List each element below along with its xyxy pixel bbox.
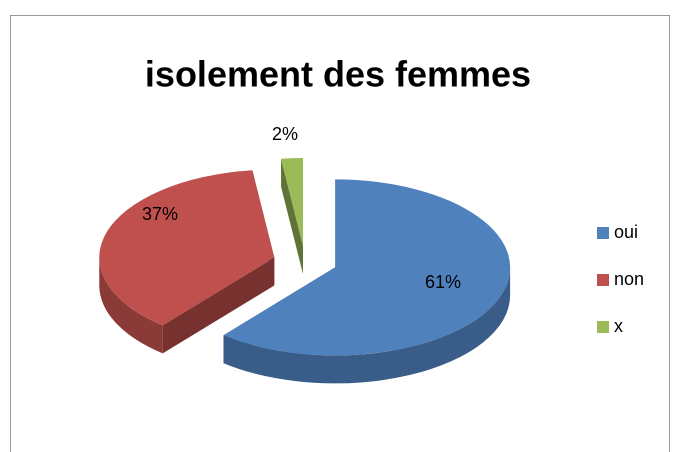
- slice-side: [99, 257, 163, 354]
- pie-slice: [281, 158, 303, 275]
- data-label: 2%: [272, 124, 298, 144]
- legend-label: x: [614, 316, 623, 336]
- pie-slice: [99, 170, 275, 354]
- legend-swatch: [597, 321, 609, 333]
- slice-cut-face: [162, 257, 275, 354]
- data-label: 37%: [142, 204, 178, 224]
- legend-label: non: [614, 269, 644, 289]
- pie-slice: [223, 179, 511, 384]
- legend-label: oui: [614, 222, 638, 242]
- slice-side: [223, 267, 511, 384]
- legend-swatch: [597, 274, 609, 286]
- slice-top: [281, 158, 303, 247]
- slice-top: [223, 179, 511, 356]
- data-label: 61%: [425, 272, 461, 292]
- slice-cut-face: [281, 158, 303, 275]
- legend-swatch: [597, 227, 609, 239]
- slice-top: [99, 170, 275, 326]
- chart-title: isolement des femmes: [145, 54, 531, 95]
